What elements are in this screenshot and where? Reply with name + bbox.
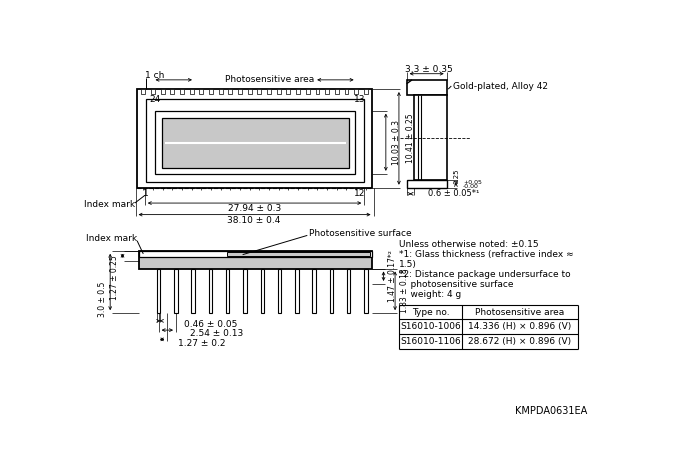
- Text: +0.05: +0.05: [463, 180, 482, 185]
- Text: 1.27 ± 0.2: 1.27 ± 0.2: [178, 339, 225, 348]
- Bar: [139, 251, 372, 257]
- Bar: [295, 269, 298, 313]
- Text: Photosensitive area: Photosensitive area: [475, 307, 564, 316]
- Bar: [161, 89, 165, 95]
- Text: Index mark: Index mark: [84, 200, 135, 209]
- Text: S16010-1006: S16010-1006: [400, 322, 461, 331]
- Text: 0.46 ± 0.05: 0.46 ± 0.05: [184, 320, 237, 329]
- Text: 13: 13: [354, 95, 366, 104]
- Bar: [406, 80, 447, 95]
- Text: weight: 4 g: weight: 4 g: [399, 290, 461, 299]
- Bar: [191, 269, 195, 313]
- Bar: [139, 251, 372, 269]
- Bar: [306, 89, 309, 95]
- Text: 12: 12: [354, 189, 366, 198]
- Text: 1 ch: 1 ch: [145, 71, 164, 80]
- Bar: [180, 89, 184, 95]
- Bar: [155, 111, 355, 174]
- Bar: [248, 89, 251, 95]
- Bar: [364, 269, 367, 313]
- Bar: [209, 269, 212, 313]
- Text: 27.94 ± 0.3: 27.94 ± 0.3: [227, 204, 281, 213]
- Text: photosensitive surface: photosensitive surface: [399, 280, 514, 289]
- Text: 24: 24: [150, 95, 161, 104]
- Text: 1.83 ± 0.18: 1.83 ± 0.18: [400, 269, 409, 313]
- Bar: [209, 89, 213, 95]
- Text: -0.00: -0.00: [463, 184, 479, 189]
- Bar: [227, 252, 370, 256]
- Text: 0.6 ± 0.05*¹: 0.6 ± 0.05*¹: [428, 189, 479, 198]
- Bar: [162, 118, 349, 168]
- Bar: [170, 89, 174, 95]
- Text: S16010-1106: S16010-1106: [400, 337, 461, 346]
- Text: Index mark: Index mark: [86, 234, 137, 243]
- Text: 1: 1: [143, 189, 149, 198]
- Text: Photosensitive surface: Photosensitive surface: [309, 229, 411, 238]
- Bar: [238, 89, 242, 95]
- Bar: [316, 89, 320, 95]
- Bar: [296, 89, 300, 95]
- Bar: [344, 89, 348, 95]
- Text: 2.54 ± 0.13: 2.54 ± 0.13: [191, 330, 244, 339]
- Bar: [199, 89, 204, 95]
- Bar: [174, 269, 178, 313]
- Bar: [277, 89, 281, 95]
- Bar: [141, 89, 145, 95]
- Bar: [406, 180, 447, 188]
- Text: Gold-plated, Alloy 42: Gold-plated, Alloy 42: [453, 81, 548, 90]
- Bar: [414, 95, 447, 180]
- Text: Type no.: Type no.: [412, 307, 449, 316]
- Bar: [267, 89, 271, 95]
- Text: 1.27 ± 0.25: 1.27 ± 0.25: [110, 255, 120, 300]
- Bar: [354, 89, 358, 95]
- Bar: [312, 269, 316, 313]
- Text: 10.41 ± 0.25: 10.41 ± 0.25: [406, 114, 415, 163]
- Text: 28.672 (H) × 0.896 (V): 28.672 (H) × 0.896 (V): [469, 337, 572, 346]
- Text: KMPDA0631EA: KMPDA0631EA: [516, 406, 587, 416]
- Text: 38.10 ± 0.4: 38.10 ± 0.4: [227, 216, 281, 225]
- Bar: [330, 269, 333, 313]
- Bar: [347, 269, 350, 313]
- Bar: [228, 89, 232, 95]
- Text: 0.25: 0.25: [454, 168, 460, 184]
- Text: 3.3 ± 0.35: 3.3 ± 0.35: [405, 65, 453, 74]
- Bar: [325, 89, 329, 95]
- Text: 1.47 ± 0.17*²: 1.47 ± 0.17*²: [388, 250, 398, 302]
- Bar: [175, 270, 178, 312]
- Bar: [286, 89, 290, 95]
- Text: 10.03 ± 0.3: 10.03 ± 0.3: [392, 120, 401, 165]
- Bar: [190, 89, 193, 95]
- Bar: [257, 89, 262, 95]
- Text: *2: Distance package undersurface to: *2: Distance package undersurface to: [399, 270, 570, 279]
- Text: Photosensitive area: Photosensitive area: [225, 75, 314, 84]
- Bar: [278, 269, 281, 313]
- Bar: [145, 99, 363, 182]
- Bar: [137, 89, 372, 188]
- Bar: [192, 270, 195, 312]
- Bar: [157, 269, 161, 313]
- Bar: [219, 89, 223, 95]
- Text: Unless otherwise noted: ±0.15: Unless otherwise noted: ±0.15: [399, 240, 539, 249]
- Bar: [260, 269, 264, 313]
- Text: 3.0 ± 0.5: 3.0 ± 0.5: [98, 281, 107, 317]
- Bar: [364, 89, 367, 95]
- Text: *1: Glass thickness (refractive index ≈: *1: Glass thickness (refractive index ≈: [399, 250, 574, 259]
- Text: 14.336 (H) × 0.896 (V): 14.336 (H) × 0.896 (V): [469, 322, 572, 331]
- Bar: [226, 269, 229, 313]
- Bar: [335, 89, 339, 95]
- Text: 1.5): 1.5): [399, 260, 417, 269]
- Bar: [157, 270, 160, 312]
- Bar: [151, 89, 155, 95]
- Bar: [243, 269, 247, 313]
